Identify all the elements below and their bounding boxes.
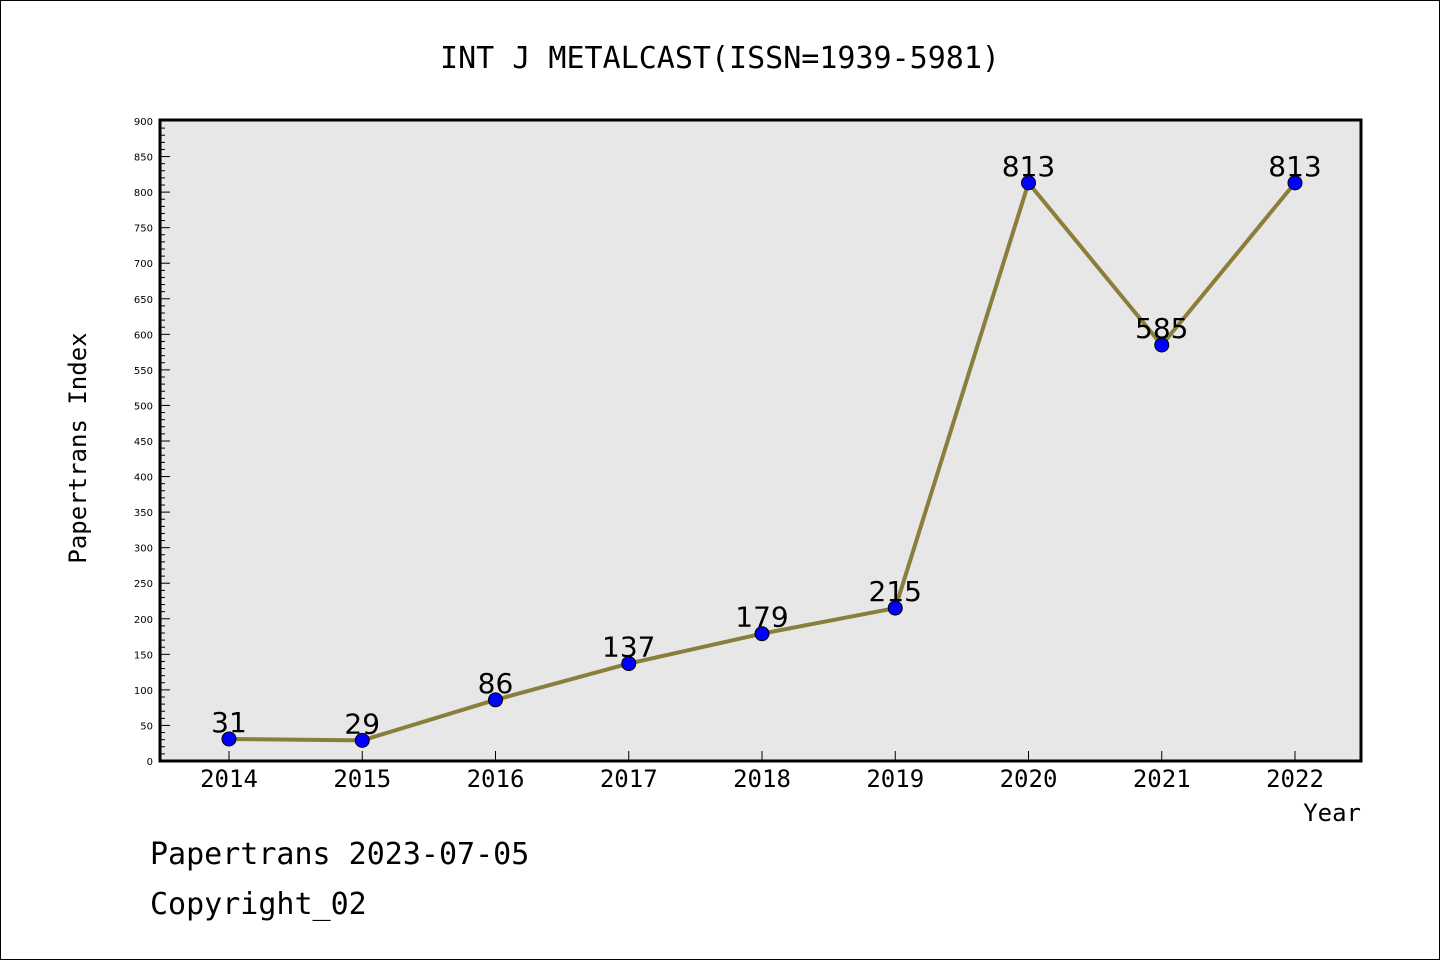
y-tick-label: 550 (134, 366, 153, 377)
x-tick-label: 2021 (1133, 765, 1191, 793)
y-tick-label: 300 (134, 544, 153, 555)
data-point (1287, 175, 1303, 191)
y-tick-label: 800 (134, 188, 153, 199)
y-tick-label: 600 (134, 330, 153, 341)
data-label: 29 (344, 707, 380, 740)
x-tick-label: 2014 (200, 765, 258, 793)
y-tick-label: 700 (134, 259, 153, 270)
y-axis: 0 50 100 150 200 250 300 350 400 450 500 550 600 650 7… (134, 117, 170, 768)
data-label: 179 (735, 601, 788, 634)
x-tick-label: 2018 (733, 765, 791, 793)
x-tick-label: 2017 (600, 765, 658, 793)
data-point (1154, 337, 1170, 353)
x-tick-label: 2020 (1000, 765, 1058, 793)
data-point (754, 626, 770, 642)
data-point (887, 600, 903, 616)
y-tick-label: 0 (147, 757, 153, 768)
y-tick-label: 250 (134, 579, 153, 590)
data-label: 31 (211, 706, 247, 739)
x-tick-label: 2022 (1266, 765, 1324, 793)
data-label: 86 (478, 667, 514, 700)
data-label: 137 (602, 631, 655, 664)
y-tick-label: 50 (140, 721, 153, 732)
data-point (488, 692, 503, 708)
data-label: 215 (869, 575, 922, 608)
footer-date: Papertrans 2023-07-05 (150, 837, 529, 872)
series-markers (221, 175, 1303, 748)
data-point (221, 731, 237, 747)
data-label: 585 (1135, 312, 1188, 345)
y-tick-label: 200 (134, 615, 153, 626)
y-tick-label: 350 (134, 508, 153, 519)
plot-area (158, 118, 1363, 763)
data-label: 813 (1268, 150, 1321, 183)
y-tick-label: 400 (134, 473, 153, 484)
y-tick-label: 750 (134, 224, 153, 235)
y-tick-label: 500 (134, 401, 153, 412)
data-label: 813 (1002, 150, 1055, 183)
x-tick-label: 2016 (467, 765, 525, 793)
y-tick-label: 450 (134, 437, 153, 448)
y-tick-label: 650 (134, 295, 153, 306)
y-axis-label: Papertrans Index (64, 332, 92, 563)
data-labels: 31 29 86 137 179 215 813 585 813 (211, 150, 1322, 741)
data-point (1021, 175, 1036, 191)
x-tick-label: 2019 (866, 765, 924, 793)
y-tick-label: 150 (134, 650, 153, 661)
data-point (621, 656, 637, 672)
footer-copyright: Copyright_02 (150, 887, 367, 922)
y-tick-label: 850 (134, 153, 153, 164)
x-axis: 2014 2015 2016 2017 2018 2019 2020 2021 2022 (200, 751, 1324, 793)
y-tick-label: 900 (134, 117, 153, 128)
x-tick-label: 2015 (333, 765, 391, 793)
chart-title: INT J METALCAST(ISSN=1939-5981) (440, 41, 1000, 76)
data-point (354, 732, 370, 748)
y-tick-label: 100 (134, 686, 153, 697)
x-axis-label: Year (1303, 799, 1361, 827)
